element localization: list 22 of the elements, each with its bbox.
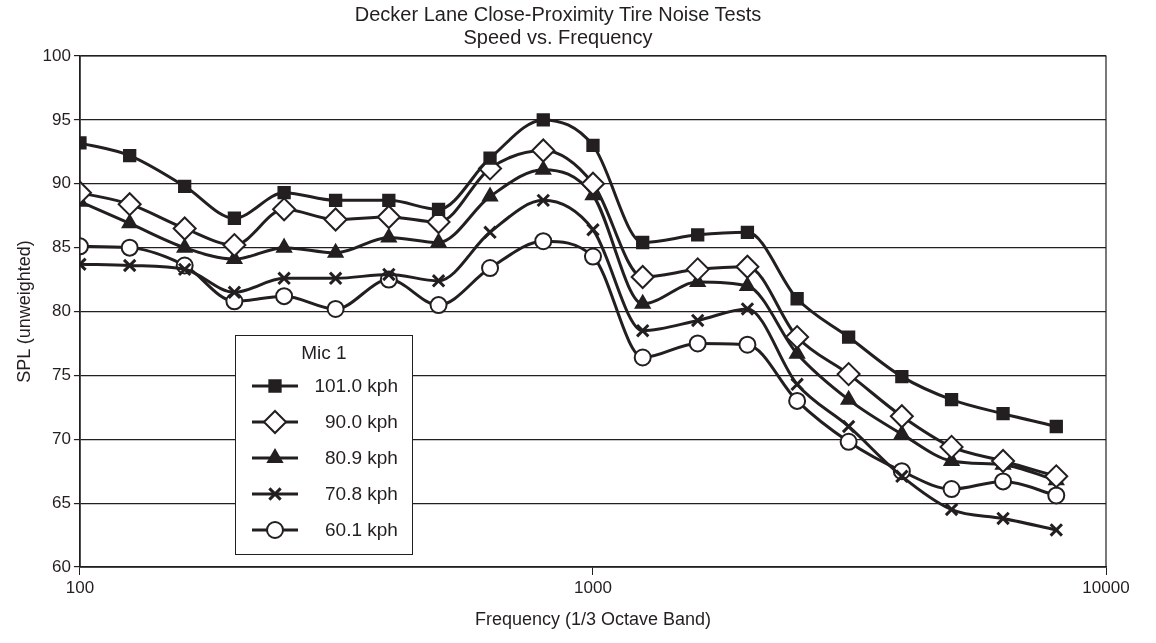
y-tick-label: 70 — [52, 428, 71, 448]
x-tick-label: 10000 — [1082, 577, 1130, 597]
chart-subtitle: Speed vs. Frequency — [463, 26, 653, 49]
y-tick-label: 80 — [52, 301, 71, 321]
x-tick-label: 100 — [65, 577, 95, 597]
chart-title: Decker Lane Close-Proximity Tire Noise Tests — [354, 3, 762, 26]
legend-label: 80.9 kph — [324, 447, 398, 469]
y-tick-label: 85 — [52, 237, 71, 257]
x-axis-title: Frequency (1/3 Octave Band) — [474, 609, 712, 630]
legend-label: 70.8 kph — [324, 483, 398, 505]
x-tick-label: 1000 — [574, 577, 612, 597]
y-tick-label: 100 — [42, 45, 71, 65]
legend-label: 90.0 kph — [324, 411, 398, 433]
y-tick-label: 90 — [52, 173, 71, 193]
y-tick-label: 60 — [52, 556, 71, 576]
legend-label: 101.0 kph — [313, 375, 398, 397]
legend-title: Mic 1 — [300, 342, 348, 364]
y-tick-label: 65 — [52, 492, 71, 512]
y-tick-label: 75 — [52, 365, 71, 385]
y-axis-title: SPL (unweighted) — [13, 240, 34, 383]
legend-label: 60.1 kph — [324, 519, 398, 541]
y-tick-label: 95 — [52, 109, 71, 129]
